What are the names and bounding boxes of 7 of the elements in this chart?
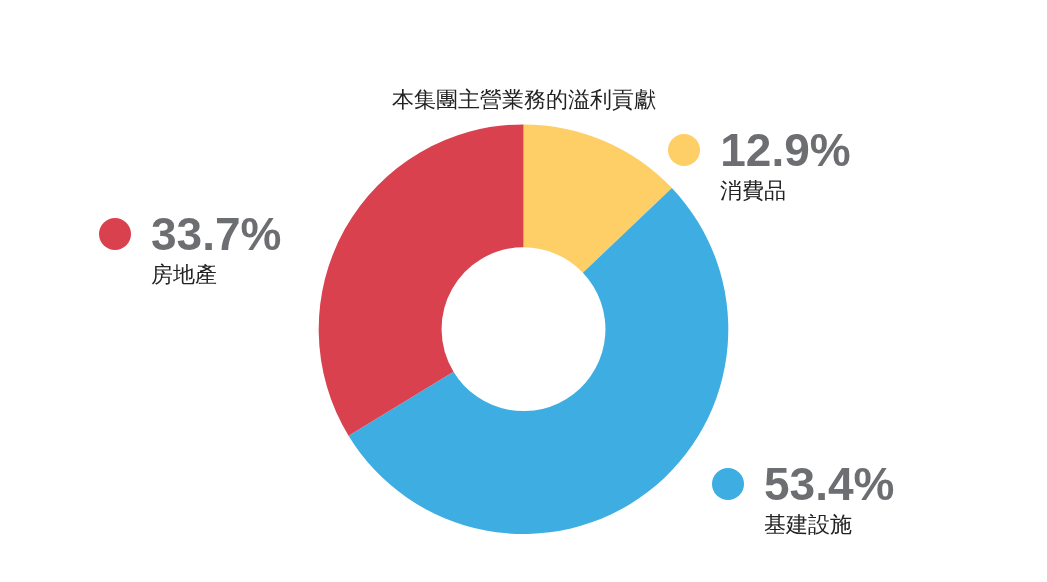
slice-label: 消費品 [720,177,788,206]
chart-title: 本集團主營業務的溢利貢獻 [391,86,656,112]
data-label: 12.9% [720,124,851,177]
slice-label: 基建設施 [764,510,853,539]
data-label: 53.4% [764,457,895,510]
slice-label: 房地產 [150,260,218,289]
data-label: 33.7% [150,207,282,260]
